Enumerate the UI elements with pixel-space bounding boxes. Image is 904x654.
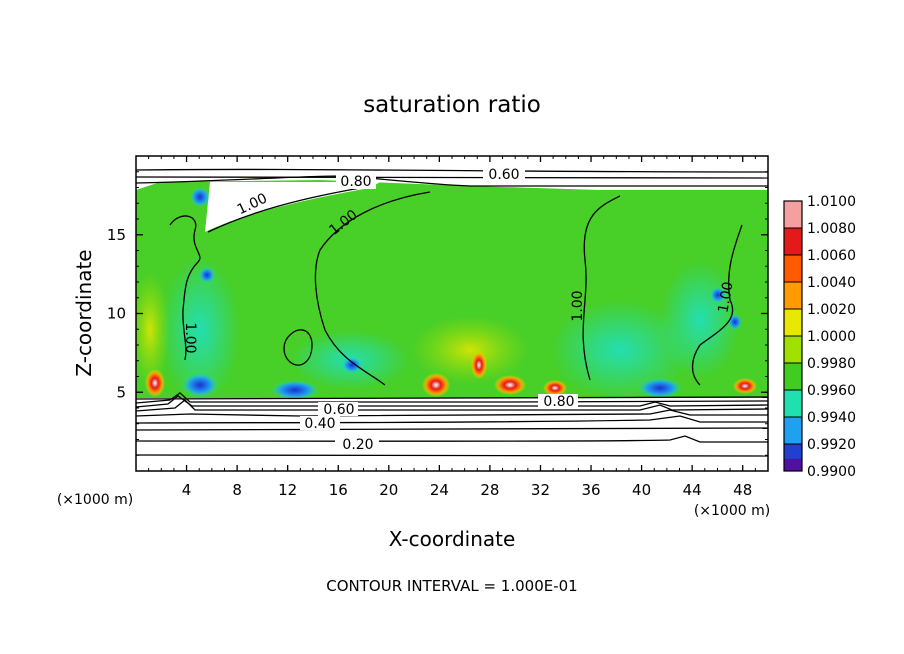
contour-upper-4 (207, 185, 373, 233)
yellow-zone-center (410, 315, 530, 385)
colorbar-label: 1.0060 (807, 248, 856, 264)
colorbar-label: 1.0080 (807, 221, 856, 237)
colorbar-swatch (784, 309, 802, 336)
x-tick-label: 28 (480, 481, 499, 499)
contour-1-center (582, 195, 621, 381)
colorbar-label: 0.9960 (807, 383, 856, 399)
contour-surface-8 (136, 435, 768, 443)
contour-surface-3 (136, 395, 768, 408)
colorbar-swatch (784, 282, 802, 309)
contour-surface-4 (136, 399, 768, 412)
contour-surface-5 (136, 409, 768, 417)
colorbar-swatch (784, 336, 802, 363)
colorbar-swatch (784, 363, 802, 390)
contour-upper-1 (136, 168, 768, 173)
contour-label-080-low: 0.80 (543, 394, 574, 410)
contour-label-100-d: 1.00 (182, 322, 198, 353)
cyan-zone-left (160, 255, 240, 405)
colorbar-swatch (784, 417, 802, 444)
red-patch-4 (494, 375, 526, 395)
y-tick-label: 15 (107, 226, 126, 244)
y-axis-label: Z-coordinate (72, 249, 96, 376)
colorbar-label: 1.0100 (807, 194, 856, 210)
contour-1-mid (314, 191, 431, 386)
colorbar: 1.0100 1.0080 1.0060 1.0040 1.0020 1.0000 0.99… (783, 194, 856, 480)
x-unit-label-right: (×1000 m) (694, 503, 770, 519)
colorbar-swatch (784, 201, 802, 228)
cyan-zone-far-right (660, 260, 740, 380)
red-patch-2 (422, 373, 450, 397)
y-tick-label: 5 (116, 383, 126, 401)
y-tick-label: 10 (107, 305, 126, 323)
blue-patch-1 (182, 373, 218, 397)
colorbar-label: 0.9980 (807, 356, 856, 372)
contour-interval-note: CONTOUR INTERVAL = 1.000E-01 (326, 577, 577, 595)
x-tick-label: 36 (581, 481, 600, 499)
colorbar-label: 1.0000 (807, 329, 856, 345)
contour-label-100-c: 1.00 (570, 290, 586, 321)
contour-surface-9 (136, 454, 768, 457)
x-tick-label: 32 (531, 481, 550, 499)
blue-patch-8 (728, 314, 742, 330)
blue-patch-7 (710, 287, 726, 303)
contour-label-080-top: 0.80 (340, 174, 371, 190)
x-tick-label: 44 (683, 481, 702, 499)
x-tick-label: 4 (182, 481, 192, 499)
contour-1-loop (283, 329, 313, 366)
contour-upper-2 (136, 175, 768, 179)
contour-label-060-low: 0.60 (323, 402, 354, 418)
blue-patch-6 (199, 267, 215, 283)
chart-title: saturation ratio (363, 92, 541, 118)
x-tick-label: 48 (733, 481, 752, 499)
red-patch-6 (733, 378, 757, 394)
cyan-zone-right (550, 300, 690, 400)
red-patch-5 (543, 380, 567, 396)
blue-patch-4 (342, 357, 362, 373)
y-axis-ticks: 5 10 15 (107, 171, 768, 456)
x-axis-ticks: 4 8 12 16 20 24 28 32 36 40 44 48 (148, 156, 756, 499)
dry-gap-upper (205, 182, 380, 232)
x-axis-label: X-coordinate (389, 527, 516, 551)
colorbar-label: 1.0040 (807, 275, 856, 291)
blue-patch-3 (638, 378, 682, 398)
contour-1-right (691, 224, 743, 386)
colorbar-swatch (784, 390, 802, 417)
contour-label-060-top: 0.60 (488, 167, 519, 183)
red-patch-3 (471, 351, 487, 379)
colorbar-label: 0.9940 (807, 410, 856, 426)
red-patch-1 (145, 369, 165, 397)
colorbar-swatch (784, 255, 802, 282)
contour-1-left (169, 215, 201, 361)
contour-labels: 0.60 0.80 1.00 1.00 1.00 1.00 1.00 0.60 … (182, 166, 737, 453)
x-tick-label: 20 (379, 481, 398, 499)
colorbar-label: 0.9900 (807, 464, 856, 480)
x-unit-label-left: (×1000 m) (57, 492, 133, 508)
x-tick-label: 8 (232, 481, 242, 499)
x-tick-label: 40 (632, 481, 651, 499)
contour-label-040: 0.40 (304, 416, 335, 432)
blue-patch-2 (271, 380, 319, 400)
colorbar-swatch (784, 228, 802, 255)
yellow-zone-left (136, 270, 170, 390)
contour-surface-6 (136, 415, 768, 424)
colorbar-label: 1.0020 (807, 302, 856, 318)
blue-patch-5 (190, 187, 210, 207)
contour-surface-7 (136, 427, 768, 431)
contour-label-020: 0.20 (342, 437, 373, 453)
plot-area: 0.60 0.80 1.00 1.00 1.00 1.00 1.00 0.60 … (136, 156, 768, 471)
colorbar-swatch-bottom (784, 458, 802, 471)
colorbar-label: 0.9920 (807, 437, 856, 453)
contour-label-100-e: 1.00 (715, 281, 736, 314)
x-tick-label: 16 (329, 481, 348, 499)
x-tick-label: 12 (278, 481, 297, 499)
x-tick-label: 24 (430, 481, 449, 499)
